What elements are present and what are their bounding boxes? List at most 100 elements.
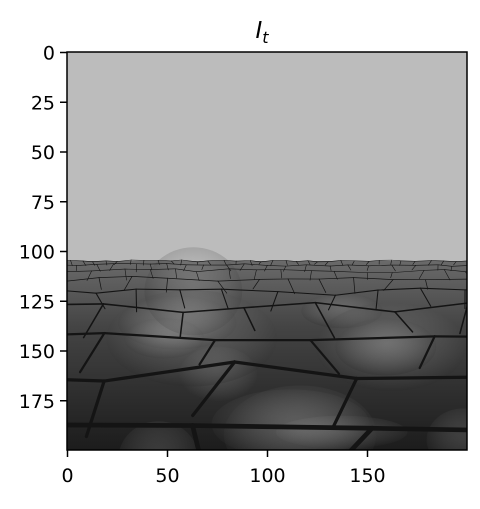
- cell-edge: [181, 259, 199, 263]
- plot-title: It: [255, 18, 269, 47]
- y-tick-label: 75: [31, 192, 55, 214]
- cell-edge: [207, 260, 212, 266]
- cell-edge: [418, 335, 436, 370]
- cell-edge: [427, 260, 432, 266]
- cell-edge: [243, 306, 256, 332]
- cell-edge: [390, 272, 393, 279]
- y-tick-label: 50: [31, 142, 55, 164]
- cell-edge: [70, 260, 73, 266]
- cell-edge: [63, 272, 65, 279]
- cell-edge: [347, 264, 352, 271]
- cell-shading: [335, 318, 437, 376]
- y-tick-label: 100: [19, 242, 55, 264]
- image-area: [8, 52, 480, 450]
- cell-edge: [105, 260, 118, 262]
- cell-edge: [425, 278, 467, 281]
- cell-edge: [307, 260, 311, 265]
- cell-edge: [440, 260, 445, 266]
- cell-edge: [179, 289, 186, 309]
- cell-edge: [270, 260, 274, 266]
- cell-edge: [196, 268, 230, 273]
- y-tick-label: 150: [19, 341, 55, 363]
- cell-edge: [267, 265, 287, 267]
- cell-edge: [67, 422, 195, 428]
- cell-edge: [142, 260, 145, 266]
- cell-edge: [469, 265, 471, 269]
- cell-edge: [333, 270, 368, 273]
- cell-edge: [76, 263, 98, 266]
- cell-edge: [285, 264, 307, 267]
- cell-edge: [453, 261, 457, 266]
- cell-edge: [327, 294, 336, 311]
- cell-edge: [190, 423, 201, 450]
- cell-edge: [171, 259, 182, 262]
- cell-edge: [433, 335, 467, 338]
- cell-edge: [175, 268, 177, 279]
- cell-edge: [334, 289, 379, 296]
- cell-edge: [415, 264, 439, 266]
- y-tick-label: 25: [31, 92, 55, 114]
- cell-edge: [311, 270, 335, 272]
- cell-edge: [412, 260, 416, 265]
- cell-edge: [348, 425, 375, 450]
- cell-edge: [443, 269, 466, 272]
- cell-edge: [260, 260, 274, 263]
- cell-edge: [67, 264, 77, 266]
- cell-edge: [324, 261, 329, 266]
- cell-edge: [179, 288, 222, 291]
- cell-edge: [353, 277, 394, 280]
- cell-edge: [103, 331, 217, 342]
- cell-edge: [283, 265, 287, 272]
- cell-edge: [468, 261, 469, 264]
- cell-edge: [354, 260, 370, 262]
- cell-edge: [123, 276, 133, 291]
- cell-edge: [375, 289, 379, 310]
- cell-edge: [318, 277, 354, 280]
- cell-edge: [63, 282, 64, 289]
- cell-edge: [109, 263, 115, 271]
- cell-edge: [105, 260, 108, 266]
- cell-edge: [468, 276, 480, 279]
- y-axis: 0 25 50 75 100 125 150 175: [19, 43, 67, 413]
- cell-edge: [258, 261, 261, 265]
- cell-edge: [220, 288, 279, 293]
- cell-edge: [464, 271, 467, 275]
- cell-edge: [201, 264, 204, 270]
- cell-edge: [233, 360, 359, 381]
- title-main: I: [255, 18, 262, 44]
- cell-edge: [96, 263, 115, 265]
- cell-edge: [390, 259, 392, 265]
- cell-edge: [207, 260, 225, 262]
- cell-edge: [327, 260, 342, 263]
- cell-edge: [8, 305, 10, 335]
- cell-edge: [150, 269, 154, 279]
- cell-edge: [314, 301, 396, 313]
- cell-edge: [249, 260, 261, 263]
- cell-edge: [235, 260, 251, 262]
- cell-edge: [217, 279, 260, 282]
- cell-edge: [368, 264, 393, 267]
- x-tick-label: 150: [349, 465, 385, 487]
- cell-edge: [226, 264, 232, 272]
- cell-shading: [119, 421, 198, 450]
- cell-edge: [351, 260, 355, 266]
- cell-edge: [113, 261, 118, 265]
- sky-region: [67, 52, 467, 261]
- cell-edge: [244, 263, 268, 266]
- cell-edge: [280, 269, 283, 279]
- cell-edge: [419, 287, 466, 291]
- cell-edge: [377, 287, 421, 291]
- cell-edge: [295, 260, 309, 262]
- cell-edge: [425, 279, 429, 290]
- cell-edge: [331, 376, 359, 429]
- cell-edge: [196, 271, 200, 282]
- cell-edge: [116, 259, 132, 262]
- cell-edge: [249, 260, 253, 266]
- cell-edge: [391, 270, 425, 273]
- cell-edge: [149, 263, 153, 271]
- cell-edge: [318, 278, 327, 293]
- cell-edge: [287, 278, 296, 295]
- cell-edge: [92, 260, 107, 263]
- cell-edge: [366, 260, 370, 265]
